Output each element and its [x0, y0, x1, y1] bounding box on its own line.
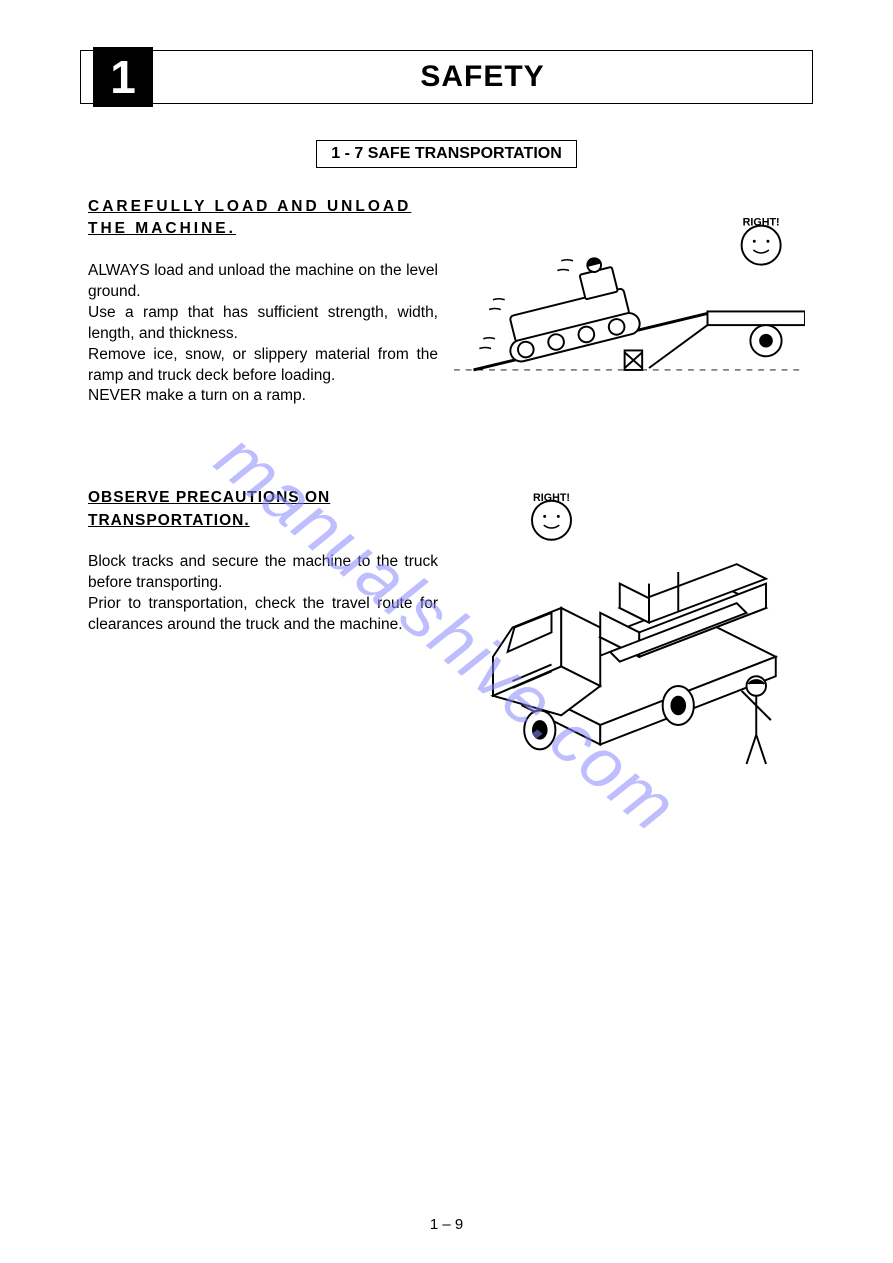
right-badge-text: RIGHT!	[743, 217, 780, 229]
section-label: 1 - 7 SAFE TRANSPORTATION	[316, 140, 577, 168]
right-badge-text: RIGHT!	[533, 492, 570, 504]
chapter-number-box: 1	[93, 47, 153, 107]
paragraph: Block tracks and secure the machine to t…	[88, 552, 438, 594]
right-badge-icon: RIGHT!	[532, 492, 571, 540]
paragraph: Use a ramp that has sufficient strength,…	[88, 303, 438, 345]
block-heading: OBSERVE PRECAUTIONS ON TRANSPORTATION.	[88, 487, 438, 532]
content-area: CAREFULLY LOAD AND UNLOAD THE MACHINE. A…	[80, 196, 813, 807]
paragraph: Prior to transportation, check the trave…	[88, 594, 438, 636]
page-number: 1 – 9	[0, 1216, 893, 1233]
instruction-block: CAREFULLY LOAD AND UNLOAD THE MACHINE. A…	[88, 196, 805, 407]
text-column: OBSERVE PRECAUTIONS ON TRANSPORTATION. B…	[88, 487, 438, 807]
section-label-container: 1 - 7 SAFE TRANSPORTATION	[80, 140, 813, 168]
truck-transport-illustration: RIGHT!	[454, 487, 805, 807]
block-heading: CAREFULLY LOAD AND UNLOAD THE MACHINE.	[88, 196, 438, 241]
right-badge-icon: RIGHT!	[742, 217, 781, 265]
illustration-column: RIGHT!	[454, 196, 805, 407]
text-column: CAREFULLY LOAD AND UNLOAD THE MACHINE. A…	[88, 196, 438, 407]
instruction-block: OBSERVE PRECAUTIONS ON TRANSPORTATION. B…	[88, 487, 805, 807]
page-title: SAFETY	[153, 51, 812, 103]
page-header: 1 SAFETY	[80, 50, 813, 104]
paragraph: NEVER make a turn on a ramp.	[88, 386, 438, 407]
paragraph: Remove ice, snow, or slippery material f…	[88, 345, 438, 387]
chapter-number: 1	[110, 50, 136, 104]
loading-ramp-illustration: RIGHT!	[454, 196, 805, 407]
illustration-column: RIGHT!	[454, 487, 805, 807]
paragraph: ALWAYS load and unload the machine on th…	[88, 261, 438, 303]
